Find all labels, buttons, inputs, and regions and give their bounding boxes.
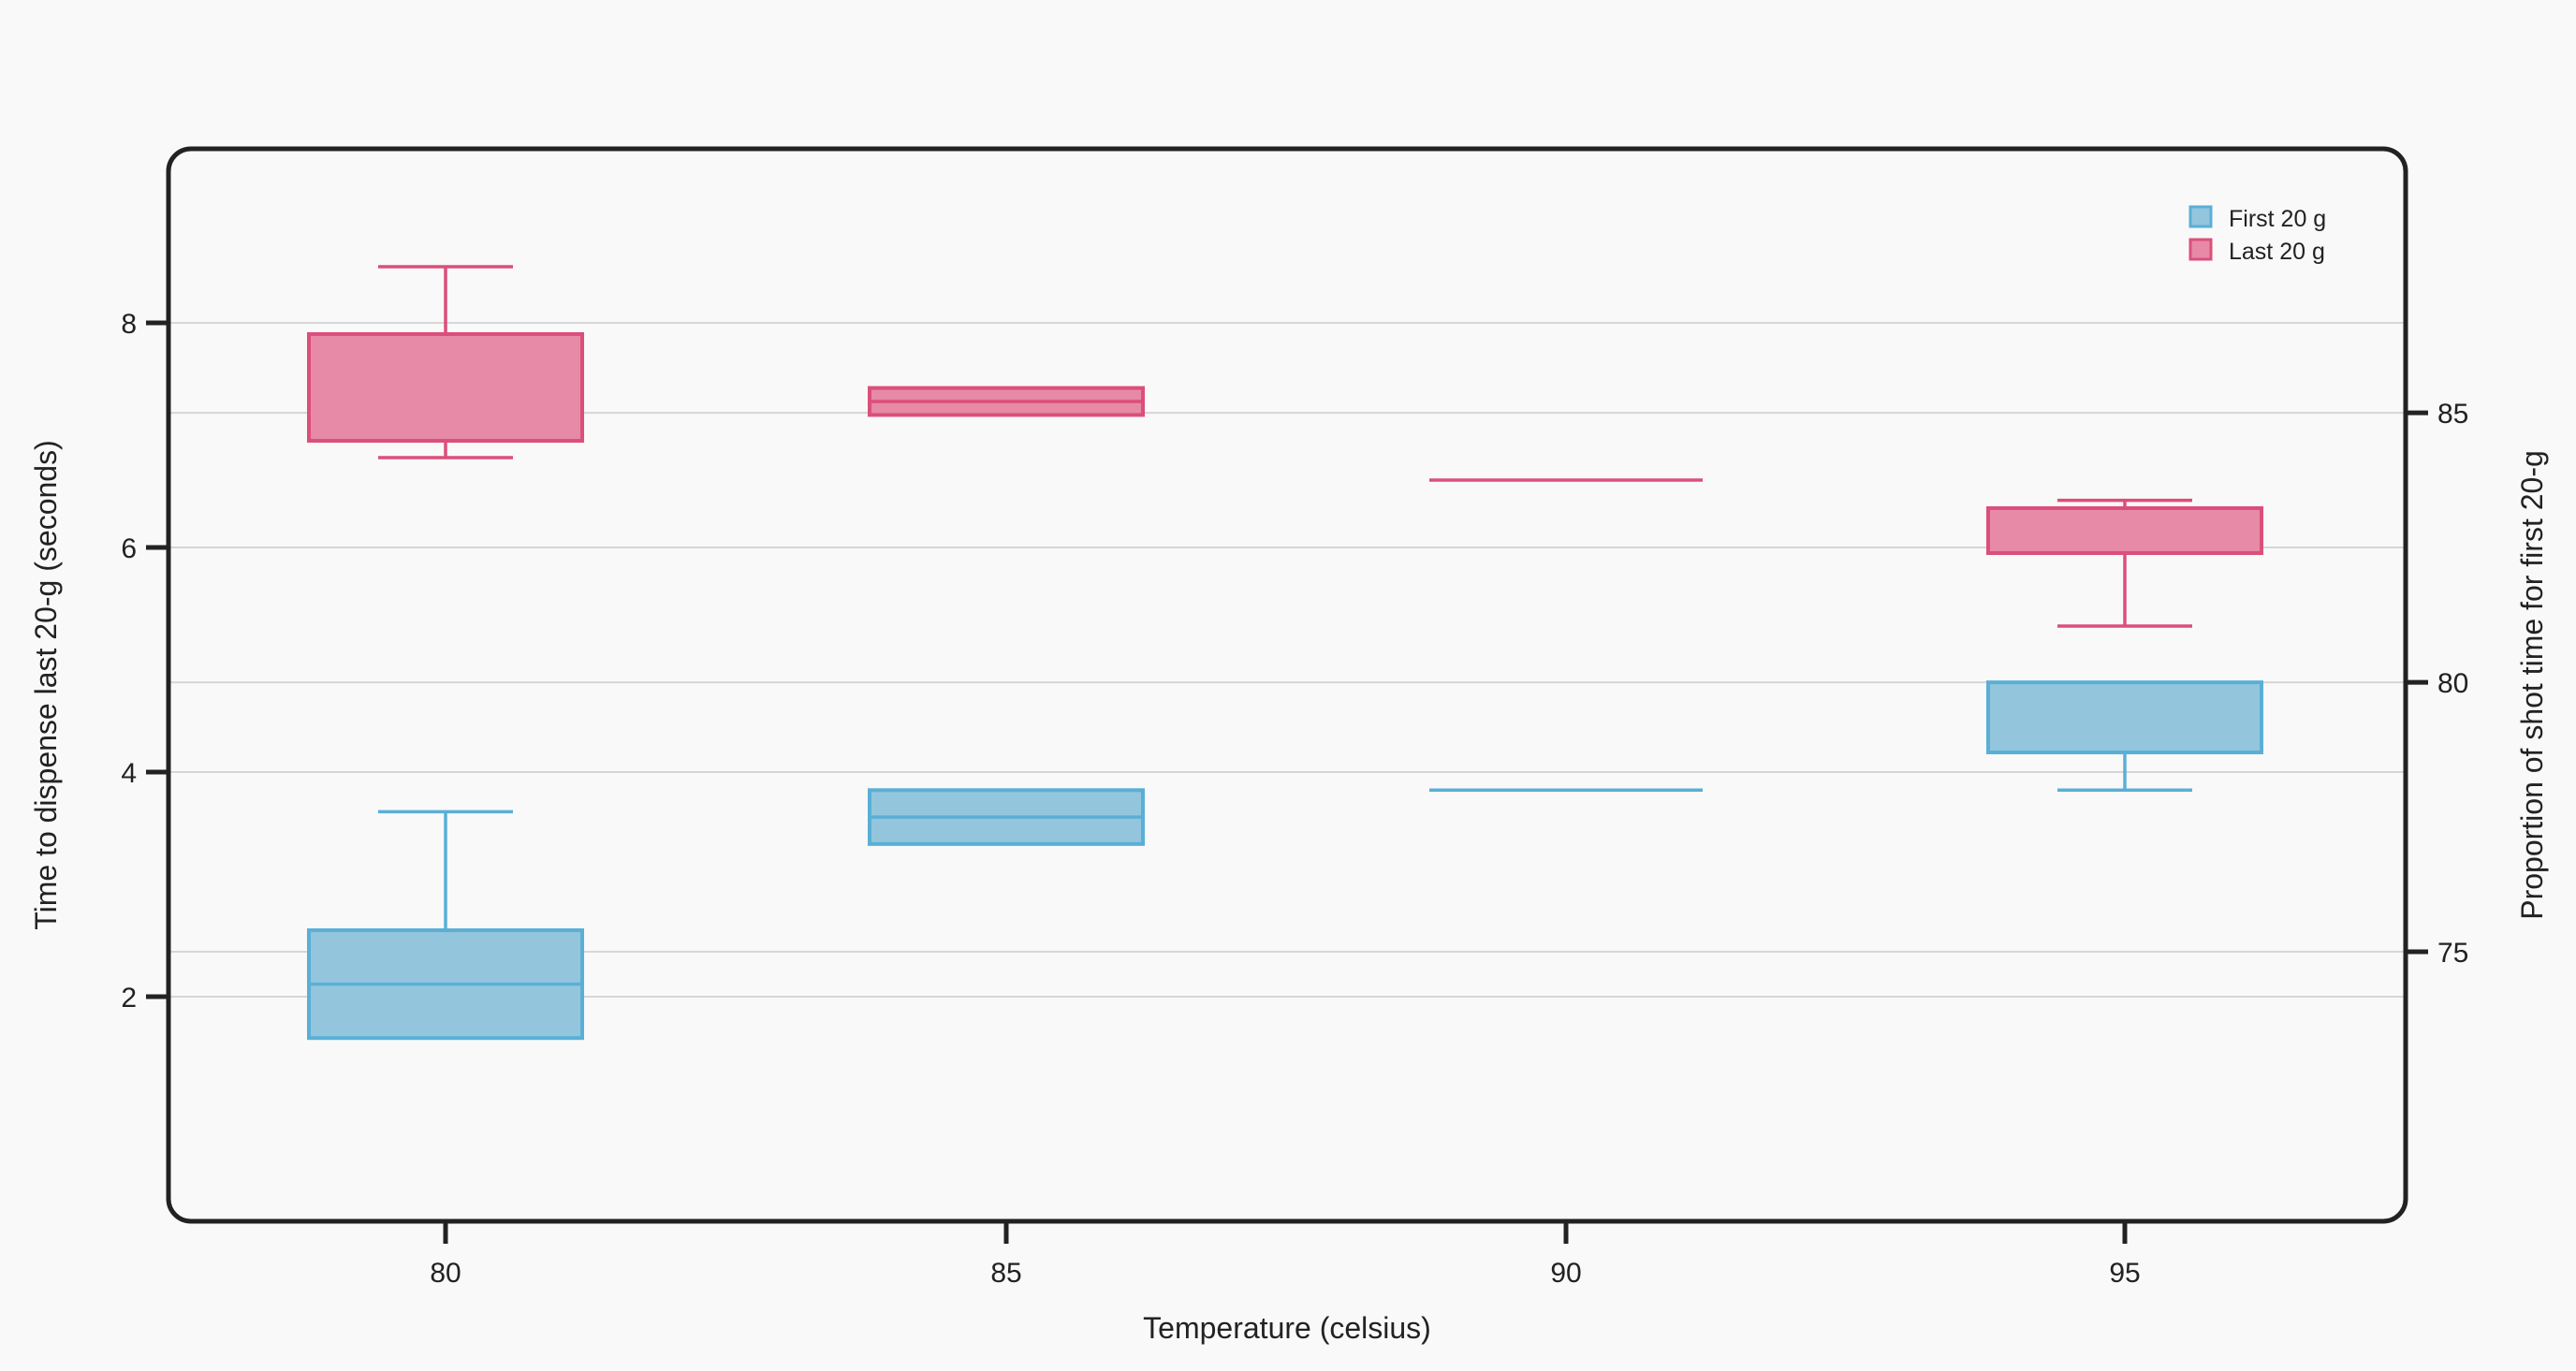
y-left-tick-label: 2 bbox=[121, 983, 137, 1014]
legend-swatch-first-20g bbox=[2188, 205, 2213, 228]
iqr-box bbox=[1986, 680, 2263, 754]
x-axis-title: Temperature (celsius) bbox=[1143, 1311, 1431, 1345]
iqr-box bbox=[1986, 506, 2263, 555]
y-right-tick-label: 75 bbox=[2437, 938, 2468, 969]
x-tick-label: 90 bbox=[1550, 1258, 1581, 1289]
box-first-20-g-80 bbox=[307, 809, 584, 1041]
legend-label-first-20g: First 20 g bbox=[2229, 206, 2326, 232]
y-axis-left-title: Time to dispense last 20-g (seconds) bbox=[29, 440, 63, 930]
box-last-20-g-95 bbox=[1986, 498, 2263, 628]
y-axis-right-title: Proportion of shot time for first 20-g bbox=[2515, 450, 2549, 920]
box-plot-marks bbox=[307, 265, 2263, 1041]
axes: 2 4 6 8 75 80 85 80 85 90 95 bbox=[121, 309, 2468, 1289]
y-left-tick-label: 6 bbox=[121, 533, 137, 564]
y-left-tick-label: 8 bbox=[121, 309, 137, 340]
x-tick-label: 80 bbox=[430, 1258, 461, 1289]
box-last-20-g-85 bbox=[868, 386, 1145, 417]
y-left-tick-label: 4 bbox=[121, 758, 137, 789]
x-tick-label: 85 bbox=[990, 1258, 1021, 1289]
x-tick-label: 95 bbox=[2109, 1258, 2140, 1289]
y-right-tick-label: 85 bbox=[2437, 399, 2468, 430]
legend: First 20 g Last 20 g bbox=[2188, 205, 2326, 265]
plot-frame bbox=[166, 146, 2408, 1224]
box-last-20-g-80 bbox=[307, 265, 584, 459]
y-right-tick-label: 80 bbox=[2437, 668, 2468, 699]
box-first-20-g-95 bbox=[1986, 680, 2263, 793]
box-first-20-g-85 bbox=[868, 788, 1145, 846]
iqr-box bbox=[307, 332, 584, 443]
legend-label-last-20g: Last 20 g bbox=[2229, 239, 2325, 265]
legend-swatch-last-20g bbox=[2188, 238, 2213, 261]
